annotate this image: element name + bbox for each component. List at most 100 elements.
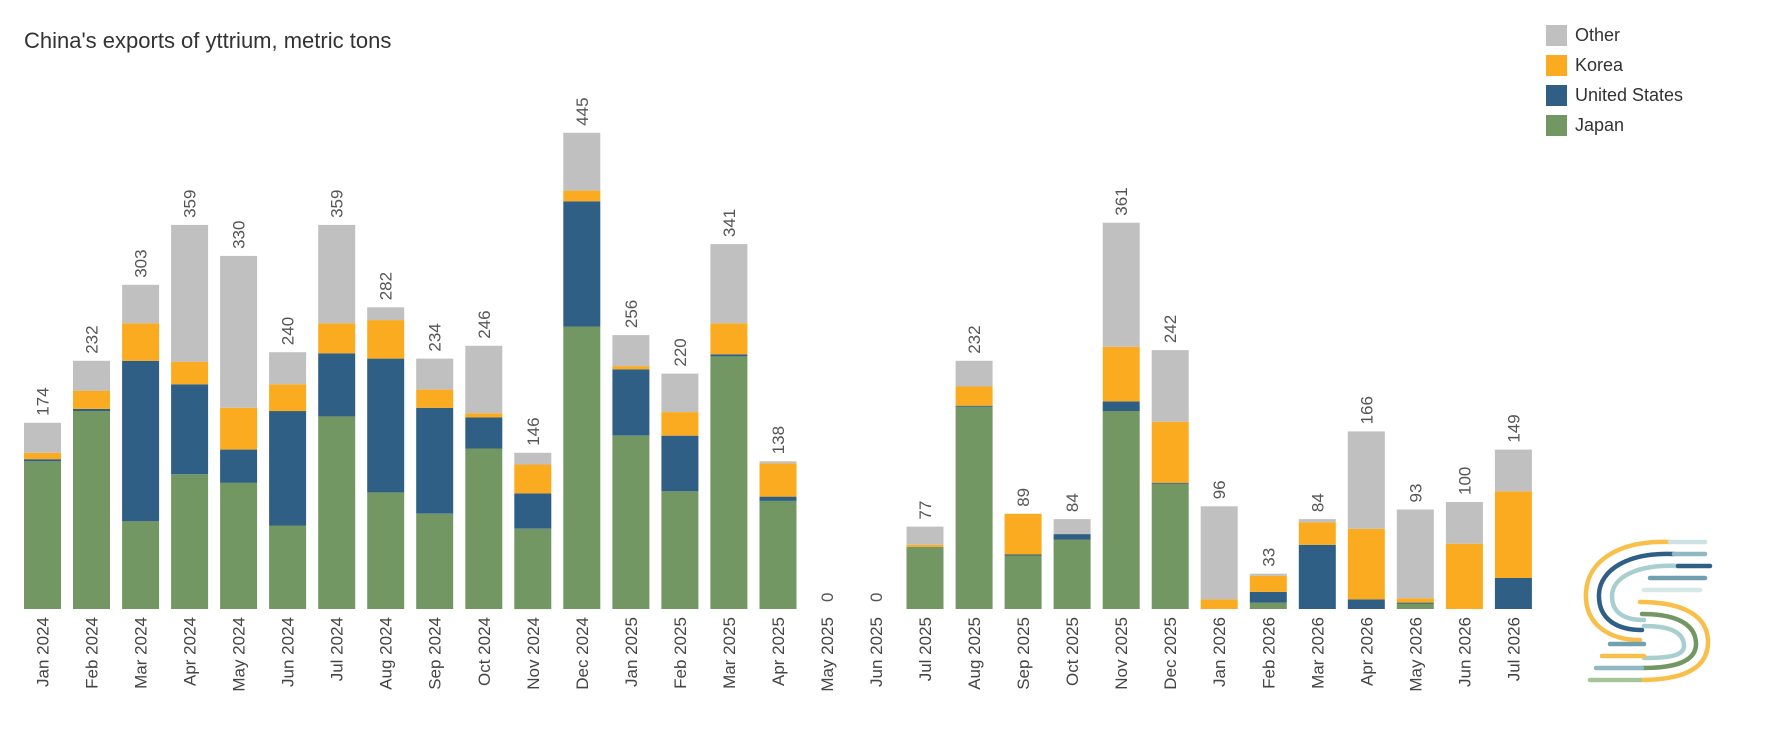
bar-segment-united-states: [955, 405, 993, 407]
bar-segment-other: [1249, 573, 1287, 576]
bar-segment-japan: [1004, 555, 1042, 609]
bar-segment-korea: [710, 323, 748, 355]
x-tick-label: Jun 2024: [279, 617, 298, 687]
legend-swatch-other: [1546, 24, 1567, 46]
legend-label-japan: Japan: [1575, 114, 1625, 135]
x-tick-label: Aug 2024: [377, 617, 396, 690]
bar-segment-korea: [416, 389, 454, 408]
bar-segment-japan: [955, 406, 993, 609]
x-axis-tick-labels: Jan 2024 Feb 2024 Mar 2024 Apr 2024 May 2024…: [34, 617, 1524, 692]
bar-segment-united-states: [563, 201, 601, 327]
x-tick-label: Feb 2024: [83, 617, 102, 689]
x-tick-label: Jul 2026: [1504, 617, 1523, 681]
data-label: 89: [1014, 488, 1033, 507]
legend-item-other: Other: [1546, 20, 1683, 50]
x-tick-label: Jun 2025: [867, 617, 886, 687]
bar-segment-other: [416, 358, 454, 390]
bar-segment-korea: [1249, 575, 1287, 592]
bar-segment-japan: [661, 491, 699, 609]
data-label: 96: [1210, 480, 1229, 499]
bar-segment-japan: [1396, 603, 1434, 609]
bar-segment-united-states: [612, 369, 650, 436]
bar-segment-other: [1200, 506, 1238, 600]
bar-segment-japan: [269, 525, 307, 609]
bar-segment-korea: [465, 413, 503, 418]
bar-segment-united-states: [416, 407, 454, 514]
bar-segment-korea: [24, 452, 61, 460]
bar-segment-korea: [1004, 513, 1042, 555]
bar-segment-united-states: [73, 408, 110, 411]
bar-segment-korea: [318, 323, 356, 354]
bar-segment-other: [661, 373, 699, 413]
data-label: 149: [1504, 414, 1523, 442]
chart-title: China's exports of yttrium, metric tons: [24, 28, 392, 53]
bar-segment-united-states: [759, 496, 797, 501]
data-label: 359: [181, 190, 200, 218]
bar-segment-other: [1298, 519, 1336, 523]
bar-segment-other: [1102, 222, 1140, 347]
x-tick-label: Apr 2025: [769, 617, 788, 686]
data-label: 138: [769, 426, 788, 454]
x-tick-label: Mar 2026: [1308, 617, 1327, 689]
bar-segment-korea: [1347, 528, 1385, 600]
data-label: 146: [524, 417, 543, 445]
bar-segment-other: [1396, 509, 1434, 599]
bar-segment-other: [269, 352, 307, 385]
bar-segment-korea: [1445, 543, 1483, 609]
bar-segment-other: [955, 360, 993, 387]
data-label: 100: [1455, 467, 1474, 495]
bar-segment-united-states: [269, 411, 307, 526]
bar-segment-japan: [73, 411, 110, 609]
legend-label-other: Other: [1575, 24, 1621, 45]
legend-item-united-states: United States: [1546, 80, 1683, 110]
bar-segment-united-states: [367, 358, 405, 493]
bar-segment-korea: [612, 366, 650, 370]
bar-segment-japan: [416, 513, 454, 609]
x-tick-label: May 2026: [1406, 617, 1425, 692]
data-label: 330: [230, 221, 249, 249]
bar-segment-other: [612, 335, 650, 367]
data-label: 93: [1406, 484, 1425, 503]
bar-segment-japan: [24, 461, 61, 609]
data-label: 234: [426, 323, 445, 351]
bar-segment-korea: [171, 361, 209, 385]
bar-segment-other: [1494, 449, 1532, 492]
data-label: 0: [818, 593, 837, 602]
bar-segment-japan: [759, 500, 797, 609]
bar-segment-united-states: [318, 353, 356, 417]
bar-segment-united-states: [220, 449, 258, 483]
bar-segment-other: [367, 307, 405, 321]
bar-segment-other: [1151, 350, 1189, 422]
bar-segment-korea: [906, 544, 944, 547]
bar-segment-other: [759, 461, 797, 464]
bar-segment-united-states: [122, 360, 160, 522]
bar-segment-korea: [759, 463, 797, 497]
data-label: 33: [1259, 548, 1278, 567]
bar-segment-japan: [318, 416, 356, 609]
legend-item-korea: Korea: [1546, 50, 1683, 80]
x-tick-label: Sep 2024: [426, 617, 445, 690]
data-label: 240: [279, 317, 298, 345]
x-tick-label: Mar 2025: [720, 617, 739, 689]
data-label: 246: [475, 310, 494, 338]
bar-segment-other: [710, 244, 748, 324]
x-tick-label: Dec 2024: [573, 617, 592, 690]
x-tick-label: Jan 2025: [622, 617, 641, 687]
bar-segment-united-states: [1004, 554, 1042, 556]
bar-segment-korea: [1298, 522, 1336, 545]
legend-label-united-states: United States: [1575, 84, 1684, 105]
bar-segment-other: [465, 345, 503, 414]
x-tick-label: Nov 2024: [524, 617, 543, 690]
bar-segment-japan: [612, 435, 650, 609]
x-tick-label: Jul 2024: [328, 617, 347, 681]
legend-swatch-united-states: [1546, 84, 1567, 106]
x-tick-label: Dec 2025: [1161, 617, 1180, 690]
bar-segment-korea: [1200, 599, 1238, 609]
bar-segment-united-states: [710, 354, 748, 357]
x-tick-label: Jan 2026: [1210, 617, 1229, 687]
bar-segment-other: [514, 452, 552, 465]
bar-segment-japan: [514, 528, 552, 610]
data-label: 341: [720, 209, 739, 237]
bar-segment-united-states: [1151, 482, 1189, 484]
